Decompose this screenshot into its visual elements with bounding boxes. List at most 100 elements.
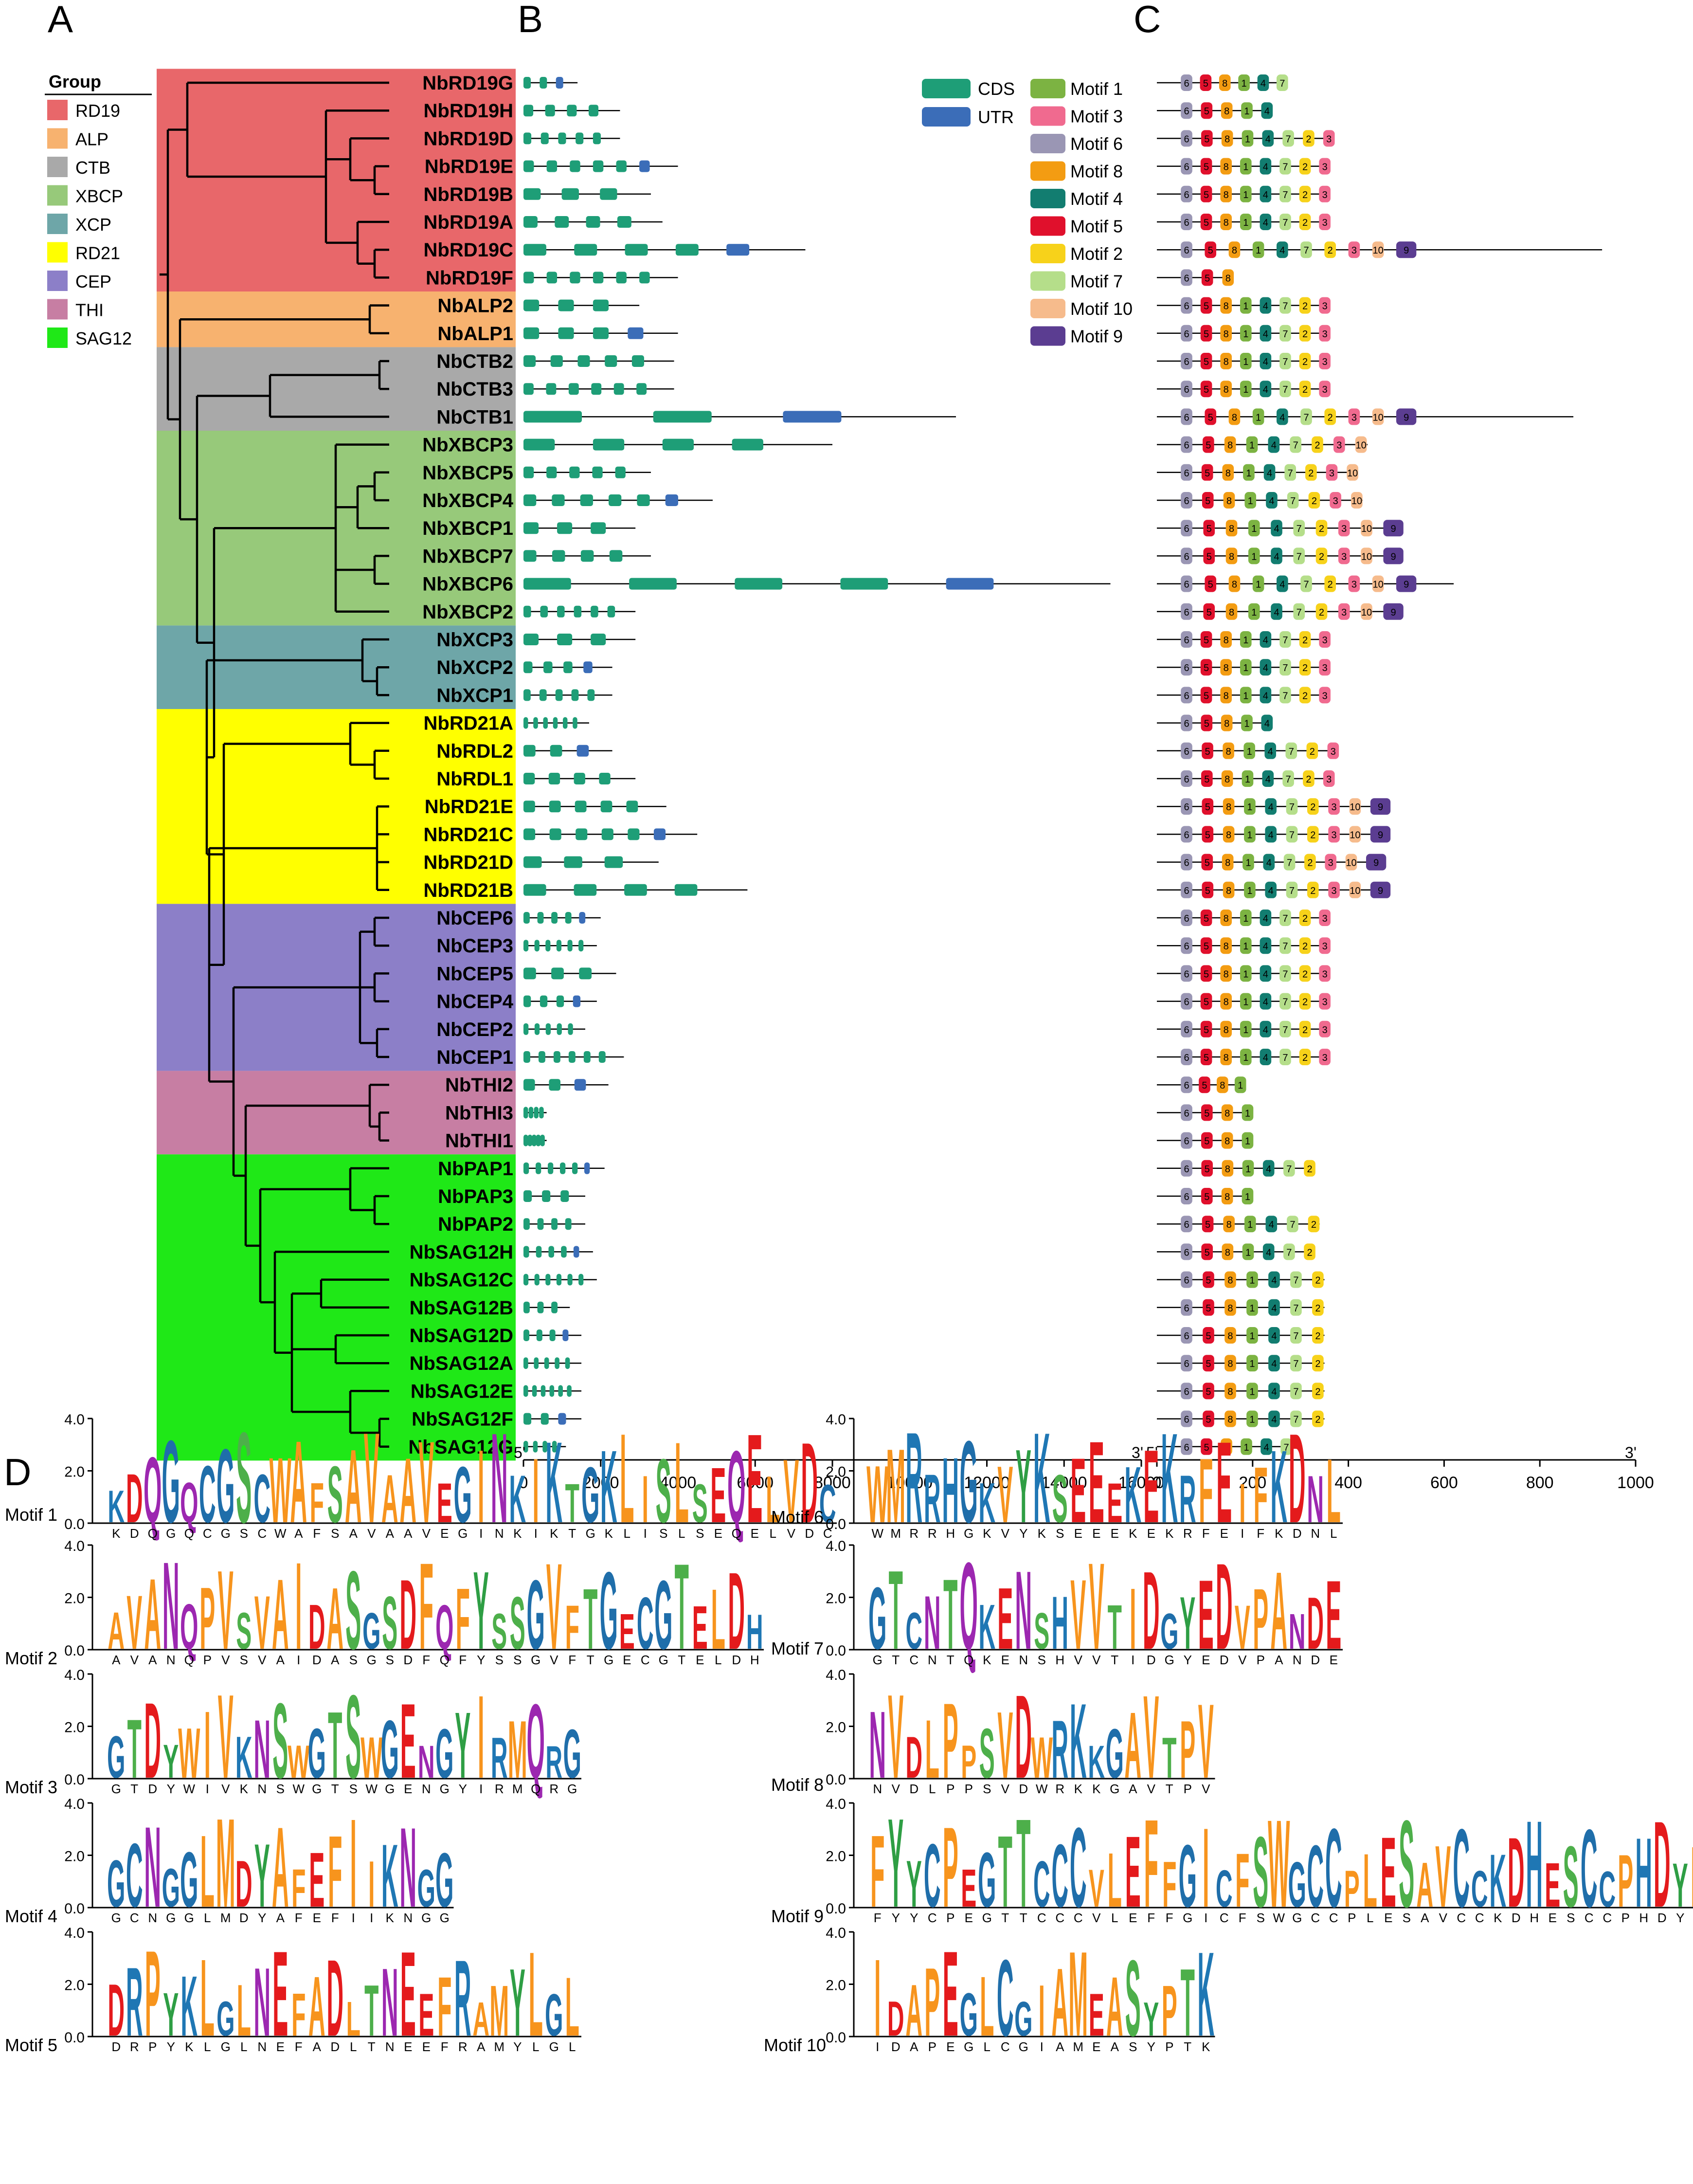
logo-consensus-letter: E (1111, 1526, 1119, 1541)
logo-letter: Y (455, 1692, 470, 1798)
cds-box (539, 689, 547, 701)
logo-letter: S (1052, 1461, 1068, 1537)
motif-7-box (1283, 1160, 1295, 1177)
logo-letter: V (1198, 1683, 1214, 1801)
gene-structure (523, 884, 748, 896)
motif-6-box (1181, 74, 1192, 91)
motif-5-number: 5 (1206, 1331, 1211, 1342)
motif-3-box (1319, 659, 1331, 676)
motif-2-box (1299, 687, 1311, 704)
motif-1-box (1248, 520, 1260, 537)
logo-consensus-letter: G (964, 2039, 973, 2054)
logo-consensus-letter: L (1111, 1911, 1118, 1925)
motif-1-number: 1 (1243, 218, 1248, 228)
logo-letter: R (126, 1948, 143, 2057)
motif-6-number: 6 (1184, 1164, 1189, 1175)
logo-y-tick-label: 4.0 (64, 1412, 85, 1428)
logo-consensus-letter: N (403, 1911, 413, 1925)
motif-4-box (1260, 965, 1272, 982)
cds-box (536, 1246, 542, 1258)
motif-2-number: 2 (1308, 468, 1314, 479)
motif-8-number: 8 (1225, 273, 1231, 284)
motif-1-box (1241, 714, 1253, 731)
gene-structure (523, 160, 678, 172)
motif-6-box (1181, 826, 1192, 843)
motif-4-number: 4 (1279, 580, 1285, 590)
logo-consensus-letter: A (313, 2039, 322, 2054)
logo-letter: E (1216, 1419, 1232, 1547)
motif-1-box (1242, 1188, 1254, 1204)
motif-9-box (1396, 408, 1417, 425)
gene-axis-tick-label: 14000 (1041, 1474, 1087, 1492)
motif-7-number: 7 (1303, 580, 1309, 590)
motif-2-number: 2 (1302, 329, 1308, 340)
logo-label: Motif 9 (771, 1906, 824, 1926)
logo-consensus-letter: V (221, 1782, 230, 1796)
logo-letter: C (1599, 1862, 1616, 1918)
logo-consensus-letter: I (1040, 2039, 1044, 2054)
motif-7-box (1279, 993, 1291, 1010)
logo-letter: A (905, 1969, 922, 2051)
cds-box (552, 550, 565, 562)
motif-7-box (1290, 436, 1301, 453)
cds-box (545, 940, 551, 952)
logo-letter: E (1326, 1561, 1341, 1670)
logo-y-tick-label: 0.0 (826, 1643, 846, 1659)
logo-consensus-letter: E (946, 2039, 955, 2054)
motif-7-number: 7 (1290, 1219, 1295, 1230)
cds-box (593, 132, 601, 145)
motif-5-number: 5 (1204, 218, 1209, 228)
utr-box (639, 160, 650, 172)
motif-6-box (1181, 1076, 1192, 1093)
group-swatch-cep (47, 271, 68, 291)
logo-letter: D (235, 1847, 252, 1921)
motif-8-box (1225, 1271, 1236, 1288)
cds-box (537, 1218, 544, 1230)
motif-6-box (1181, 937, 1192, 954)
motif-8-number: 8 (1220, 1080, 1225, 1091)
motif-7-box (1283, 854, 1296, 871)
logo-letter: K (1270, 1429, 1287, 1544)
logo-consensus-letter: G (166, 1526, 176, 1541)
cds-box (616, 160, 627, 172)
gene-axis-tick-label: 2000 (582, 1474, 619, 1492)
logo-consensus-letter: A (276, 1653, 285, 1667)
cds-box (607, 605, 615, 618)
motif-3-number: 3 (1332, 886, 1337, 896)
motif-3-box (1325, 854, 1336, 871)
motif-3-number: 3 (1329, 468, 1334, 479)
motif-5-box (1200, 297, 1212, 314)
motif-5-number: 5 (1205, 830, 1210, 840)
motif-2-box (1299, 353, 1311, 369)
cds-box (523, 438, 555, 451)
motif-8-number: 8 (1226, 496, 1232, 507)
motif-5-box (1200, 381, 1212, 398)
logo-consensus-letter: E (623, 1653, 631, 1667)
motif-1-number: 1 (1256, 580, 1261, 590)
motif-6-number: 6 (1184, 607, 1189, 618)
cds-box (565, 912, 572, 924)
gene-label-nbcep2: NbCEP2 (436, 1019, 513, 1040)
logo-consensus-letter: C (641, 1653, 650, 1667)
motif-1-box (1242, 770, 1254, 787)
motif-9-box (1383, 520, 1404, 537)
cds-box (527, 1134, 533, 1147)
motif-3-box (1319, 214, 1331, 230)
cds-box (523, 634, 539, 645)
cds-swatch (922, 79, 971, 98)
logo-consensus-letter: R (1055, 1782, 1064, 1796)
cds-box (558, 1385, 563, 1397)
motif-6-box (1181, 408, 1192, 425)
logo-letter: F (310, 1471, 324, 1534)
motif-6-number: 6 (1184, 1386, 1189, 1397)
motif-10-number: 10 (1372, 412, 1383, 423)
gene-structures (523, 77, 1111, 1453)
logo-consensus-letter: P (928, 2039, 937, 2054)
logo-consensus-letter: G (184, 1911, 194, 1925)
gene-structure (523, 1329, 582, 1341)
logo-letter: S (1034, 1603, 1049, 1660)
motif-8-box (1220, 1020, 1232, 1037)
